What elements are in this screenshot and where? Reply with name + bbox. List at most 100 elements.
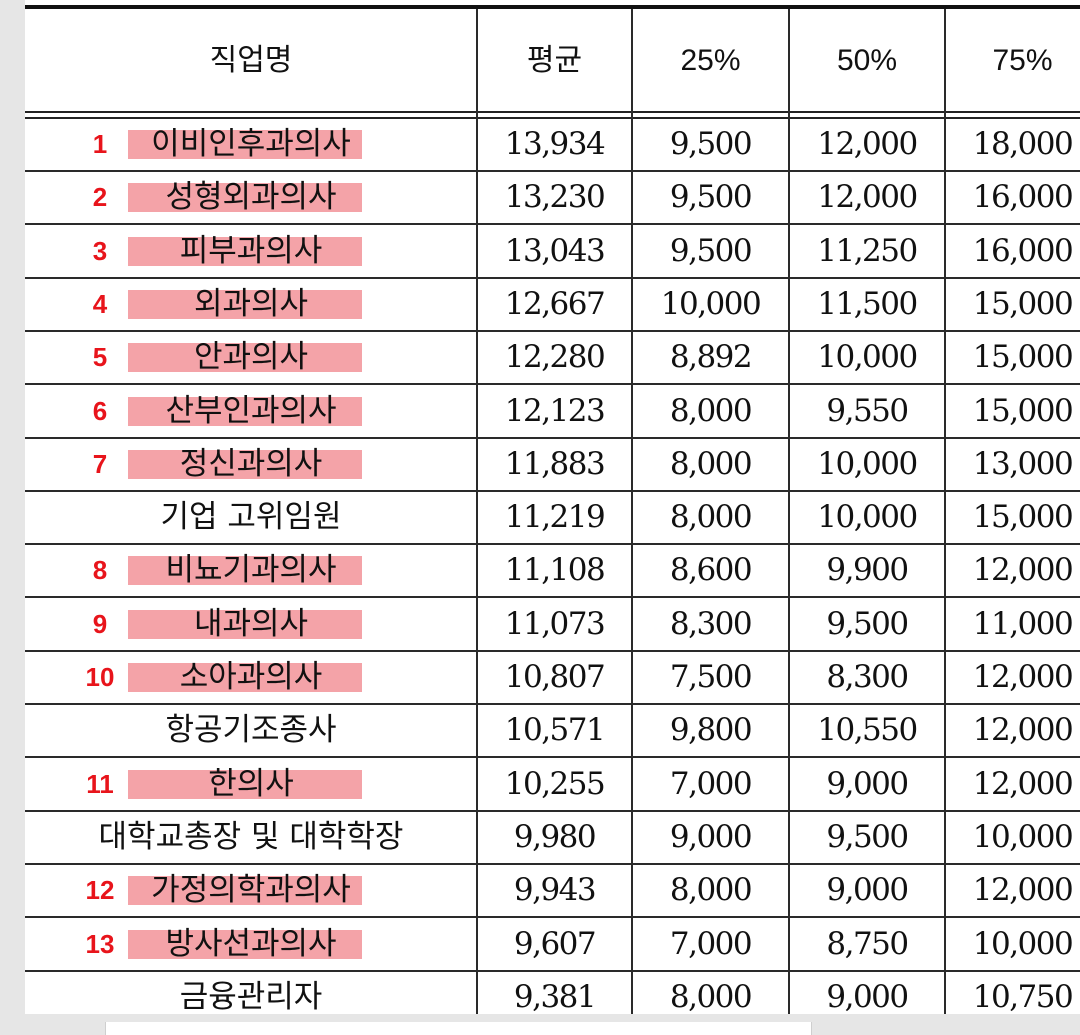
mean-cell: 10,255 (504, 765, 606, 802)
mean-cell: 11,219 (504, 499, 606, 536)
p50-cell: 10,550 (817, 712, 918, 749)
table-row: 7 정신과의사 11,883 8,000 10,000 13,000 (25, 439, 1080, 492)
mean-cell: 9,980 (513, 818, 597, 855)
p75-cell: 10,750 (972, 978, 1074, 1015)
rank-number: 9 (92, 608, 108, 639)
job-name-cell: 소아과의사 (179, 659, 323, 695)
p25-cell: 8,000 (669, 872, 753, 909)
header-p25: 25% (680, 44, 741, 77)
p75-cell: 16,000 (972, 179, 1074, 216)
p75-cell: 12,000 (972, 765, 1074, 802)
job-name-cell: 대학교총장 및 대학학장 (98, 818, 404, 855)
p25-cell: 9,500 (669, 179, 753, 216)
table-row: 항공기조종사 10,571 9,800 10,550 12,000 (25, 705, 1080, 759)
table-row: 대학교총장 및 대학학장 9,980 9,000 9,500 10,000 (25, 812, 1080, 865)
p50-cell: 11,500 (817, 285, 918, 322)
column-divider (631, 9, 633, 1014)
rank-number: 2 (92, 182, 108, 213)
highlight-marker (128, 769, 362, 799)
p25-cell: 8,300 (669, 605, 753, 642)
job-name-cell: 외과의사 (193, 285, 309, 322)
table-row: 10 소아과의사 10,807 7,500 8,300 12,000 (25, 652, 1080, 705)
rank-number: 8 (92, 555, 108, 586)
table-row: 13 방사선과의사 9,607 7,000 8,750 10,000 (25, 919, 1080, 972)
p25-cell: 9,800 (669, 712, 753, 749)
table-row: 11 한의사 10,255 7,000 9,000 12,000 (25, 759, 1080, 812)
table-row: 기업 고위임원 11,219 8,000 10,000 15,000 (25, 492, 1080, 546)
column-divider (788, 9, 790, 1014)
next-page-edge (105, 1022, 812, 1035)
job-name-cell: 내과의사 (193, 605, 309, 642)
mean-cell: 13,934 (504, 126, 606, 162)
mean-cell: 9,943 (513, 872, 597, 909)
p50-cell: 8,750 (826, 925, 909, 962)
p50-cell: 12,000 (817, 179, 918, 216)
p25-cell: 7,500 (669, 659, 753, 695)
p75-cell: 15,000 (972, 285, 1074, 322)
mean-cell: 12,667 (504, 285, 606, 322)
p25-cell: 7,000 (669, 765, 753, 802)
p25-cell: 10,000 (660, 285, 762, 322)
highlight-marker (128, 396, 362, 426)
p75-cell: 12,000 (972, 552, 1074, 589)
table-row: 12 가정의학과의사 9,943 8,000 9,000 12,000 (25, 865, 1080, 919)
highlight-marker (128, 130, 362, 159)
highlight-marker (128, 556, 362, 586)
mean-cell: 13,043 (504, 232, 606, 269)
p75-cell: 15,000 (972, 392, 1074, 429)
table-row: 2 성형외과의사 13,230 9,500 12,000 16,000 (25, 172, 1080, 226)
p50-cell: 9,500 (826, 818, 909, 855)
p75-cell: 12,000 (972, 659, 1074, 695)
header-p75: 75% (992, 44, 1053, 77)
p75-cell: 12,000 (972, 872, 1074, 909)
job-name-cell: 기업 고위임원 (160, 499, 342, 536)
rank-number: 13 (85, 928, 115, 959)
table-top-rule (25, 5, 1080, 9)
p25-cell: 7,000 (669, 925, 753, 962)
p75-cell: 11,000 (972, 605, 1074, 642)
p50-cell: 9,000 (826, 765, 909, 802)
document-page: 직업명 평균 25% 50% 75% 1 이비인후과의사 13,934 9,500 12… (25, 0, 1080, 1035)
p75-cell: 13,000 (972, 445, 1074, 482)
rank-number: 12 (85, 875, 115, 906)
p75-cell: 12,000 (972, 712, 1074, 749)
table-row: 5 안과의사 12,280 8,892 10,000 15,000 (25, 332, 1080, 386)
header-rule-lower (25, 117, 1080, 119)
p75-cell: 15,000 (972, 499, 1074, 536)
p25-cell: 8,892 (669, 339, 753, 376)
p50-cell: 9,000 (826, 872, 909, 909)
job-name-cell: 정신과의사 (179, 445, 323, 482)
highlight-marker (128, 289, 362, 319)
job-name-cell: 항공기조종사 (165, 712, 337, 749)
mean-cell: 11,073 (504, 605, 606, 642)
job-name-cell: 안과의사 (193, 339, 309, 376)
header-mean: 평균 (526, 44, 583, 77)
rank-number: 3 (92, 235, 108, 266)
p75-cell: 18,000 (972, 126, 1074, 162)
table-row: 3 피부과의사 13,043 9,500 11,250 16,000 (25, 226, 1080, 279)
job-name-cell: 비뇨기과의사 (165, 552, 337, 589)
p50-cell: 9,550 (826, 392, 909, 429)
mean-cell: 13,230 (504, 179, 606, 216)
rank-number: 10 (85, 662, 115, 692)
rank-number: 5 (92, 342, 108, 373)
p25-cell: 8,000 (669, 445, 753, 482)
table-row: 4 외과의사 12,667 10,000 11,500 15,000 (25, 279, 1080, 332)
mean-cell: 12,280 (504, 339, 606, 376)
job-name-cell: 피부과의사 (179, 232, 323, 269)
job-name-cell: 성형외과의사 (165, 179, 337, 216)
p25-cell: 9,000 (669, 818, 753, 855)
p50-cell: 9,500 (826, 605, 909, 642)
mean-cell: 11,883 (504, 445, 606, 482)
p50-cell: 8,300 (826, 659, 909, 695)
table-row: 8 비뇨기과의사 11,108 8,600 9,900 12,000 (25, 545, 1080, 599)
p25-cell: 8,000 (669, 978, 753, 1015)
highlight-marker (128, 183, 362, 213)
p50-cell: 9,900 (826, 552, 909, 589)
rank-number: 4 (92, 288, 108, 319)
highlight-marker (128, 343, 362, 373)
header-rule-upper (25, 111, 1080, 113)
column-divider (944, 9, 946, 1014)
table-row: 9 내과의사 11,073 8,300 9,500 11,000 (25, 599, 1080, 652)
p75-cell: 10,000 (972, 925, 1074, 962)
